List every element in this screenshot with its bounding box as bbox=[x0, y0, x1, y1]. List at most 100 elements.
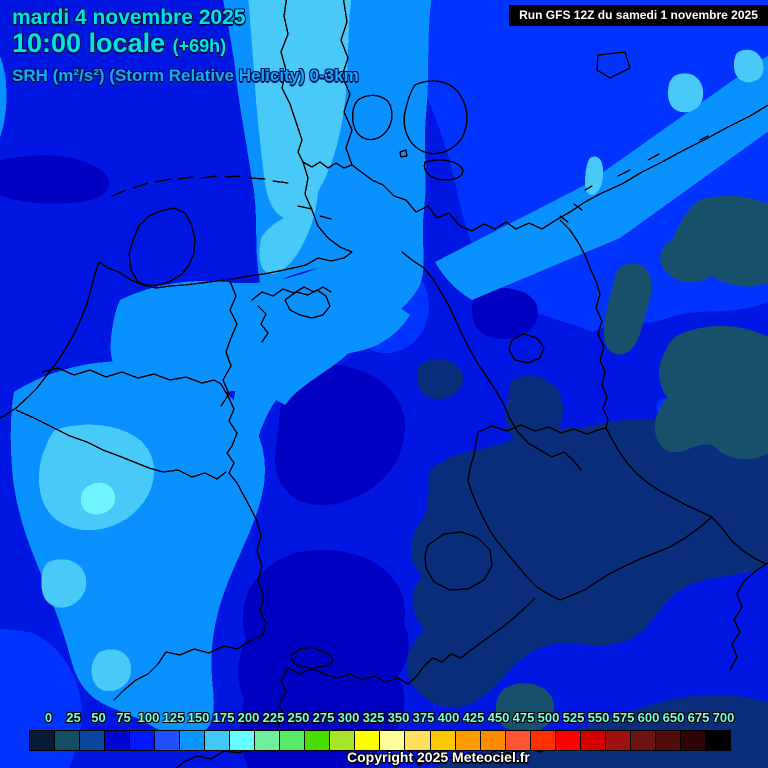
border-interior-loop1 bbox=[284, 289, 331, 319]
scale-swatch bbox=[380, 731, 405, 750]
region-dark-center bbox=[274, 364, 406, 506]
region-sky bbox=[0, 0, 768, 737]
border-nl-de bbox=[220, 280, 238, 407]
scale-swatch bbox=[530, 731, 555, 750]
scale-label: 400 bbox=[437, 710, 460, 725]
region-cyan-core bbox=[81, 482, 116, 515]
border-ch bbox=[113, 651, 289, 741]
scale-label: 350 bbox=[387, 710, 410, 725]
scale-label: 450 bbox=[487, 710, 510, 725]
border-de-pl bbox=[559, 219, 609, 429]
region-navy-center2 bbox=[505, 375, 563, 447]
border-interior-loop2 bbox=[508, 333, 545, 364]
region-dark-south bbox=[238, 549, 409, 768]
date-label: mardi 4 novembre 2025 bbox=[12, 6, 246, 29]
island-bornholm bbox=[596, 51, 631, 79]
island-funen bbox=[351, 94, 393, 141]
border-interior-loop3 bbox=[424, 531, 493, 591]
scale-swatch bbox=[205, 731, 230, 750]
scale-label: 100 bbox=[137, 710, 160, 725]
scale-swatch bbox=[505, 731, 530, 750]
scale-swatch bbox=[680, 731, 705, 750]
frisian-islands bbox=[111, 175, 332, 220]
forecast-offset-text: (+69h) bbox=[172, 36, 227, 56]
scale-label: 75 bbox=[116, 710, 131, 725]
coast-north-sea bbox=[0, 161, 353, 419]
lake-ijsselmeer bbox=[128, 207, 196, 286]
scale-swatch bbox=[230, 731, 255, 750]
region-slate-east2 bbox=[604, 263, 652, 355]
border-czech bbox=[467, 424, 713, 601]
parameter-label: SRH (m²/s²) (Storm Relative Helicity) 0-… bbox=[12, 66, 359, 85]
scale-label: 300 bbox=[337, 710, 360, 725]
border-be-nl bbox=[41, 367, 222, 385]
scale-label: 200 bbox=[237, 710, 260, 725]
river-elbe bbox=[401, 251, 582, 471]
scale-swatch bbox=[480, 731, 505, 750]
lake-constance bbox=[290, 646, 334, 669]
scale-label: 225 bbox=[262, 710, 285, 725]
scale-swatch bbox=[605, 731, 630, 750]
scale-swatch bbox=[705, 731, 730, 750]
scale-label: 125 bbox=[162, 710, 185, 725]
region-navy-center1 bbox=[417, 359, 464, 400]
scale-label: 425 bbox=[462, 710, 485, 725]
coast-jutland-west bbox=[280, 0, 304, 163]
scale-label: 550 bbox=[587, 710, 610, 725]
region-slate-south bbox=[495, 683, 555, 734]
region-dark-northwest bbox=[0, 155, 110, 204]
scale-swatch bbox=[80, 731, 105, 750]
scale-labels: 0 25 50 75 100 125 150 175 200 225 250 275 300 325 350… bbox=[30, 710, 734, 725]
scale-label: 650 bbox=[662, 710, 685, 725]
color-scale-bar bbox=[29, 730, 731, 751]
coast-jutland-east bbox=[302, 0, 353, 169]
scale-swatch bbox=[130, 731, 155, 750]
region-slate-east1 bbox=[660, 195, 768, 287]
coast-baltic bbox=[351, 104, 768, 232]
scale-swatch bbox=[55, 731, 80, 750]
island-zealand bbox=[403, 80, 468, 155]
scale-label: 475 bbox=[512, 710, 535, 725]
scale-label: 50 bbox=[91, 710, 106, 725]
island-lolland bbox=[423, 159, 464, 181]
run-info-box: Run GFS 12Z du samedi 1 novembre 2025 bbox=[509, 5, 768, 26]
scale-swatch bbox=[30, 731, 55, 750]
scale-label: 375 bbox=[412, 710, 435, 725]
scale-label: 525 bbox=[562, 710, 585, 725]
region-dark-centereast bbox=[472, 287, 539, 339]
copyright-label: Copyright 2025 Meteociel.fr bbox=[347, 749, 530, 765]
time-label: 10:00 locale (+69h) bbox=[12, 28, 226, 59]
scale-label: 325 bbox=[362, 710, 385, 725]
scale-swatch bbox=[580, 731, 605, 750]
border-de-west bbox=[165, 383, 267, 656]
scale-swatch bbox=[555, 731, 580, 750]
scale-label: 0 bbox=[44, 710, 53, 725]
scale-swatch bbox=[455, 731, 480, 750]
scale-swatch bbox=[180, 731, 205, 750]
scale-label: 675 bbox=[687, 710, 710, 725]
scale-label: 575 bbox=[612, 710, 635, 725]
scale-label: 275 bbox=[312, 710, 335, 725]
scale-swatch bbox=[105, 731, 130, 750]
scale-label: 250 bbox=[287, 710, 310, 725]
scale-swatch bbox=[305, 731, 330, 750]
scale-swatch bbox=[355, 731, 380, 750]
region-navy-southeast bbox=[406, 416, 768, 708]
scale-swatch bbox=[630, 731, 655, 750]
scale-label: 500 bbox=[537, 710, 560, 725]
scale-swatch bbox=[405, 731, 430, 750]
border-at-east bbox=[711, 516, 768, 671]
scale-swatch bbox=[280, 731, 305, 750]
small-islands bbox=[399, 135, 709, 223]
scale-swatch bbox=[330, 731, 355, 750]
scale-label: 25 bbox=[66, 710, 81, 725]
border-de-at bbox=[287, 597, 536, 685]
scale-swatch bbox=[255, 731, 280, 750]
local-time-text: 10:00 locale bbox=[12, 28, 166, 58]
scale-label: 700 bbox=[712, 710, 735, 725]
scale-label: 600 bbox=[637, 710, 660, 725]
scale-swatch bbox=[155, 731, 180, 750]
